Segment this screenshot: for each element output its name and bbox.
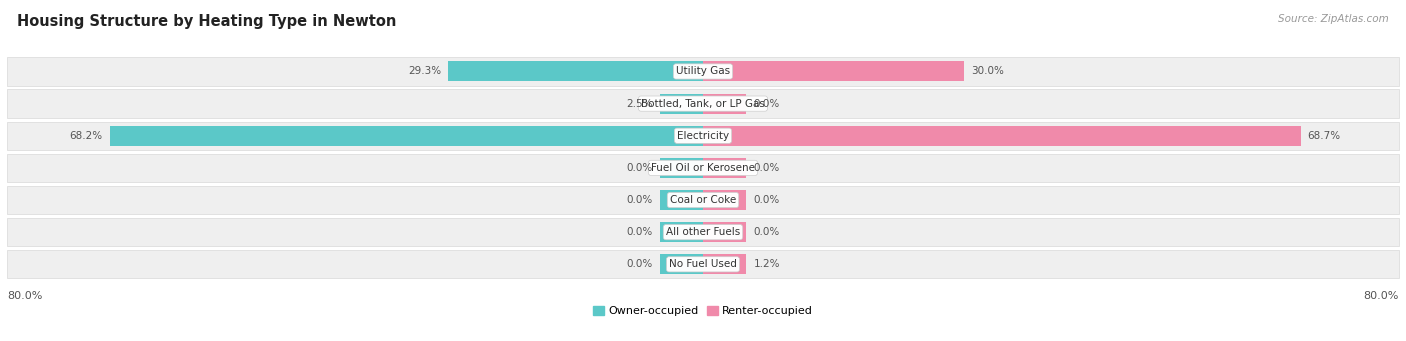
Text: All other Fuels: All other Fuels (666, 227, 740, 237)
Bar (659, 190, 703, 210)
Text: Coal or Coke: Coal or Coke (669, 195, 737, 205)
Bar (703, 190, 747, 210)
Text: 0.0%: 0.0% (754, 99, 780, 108)
Bar (7, 154, 1399, 182)
Bar (659, 254, 703, 274)
Text: 68.7%: 68.7% (1308, 131, 1341, 141)
Bar (7, 250, 1399, 279)
Text: Source: ZipAtlas.com: Source: ZipAtlas.com (1278, 14, 1389, 24)
Bar (703, 158, 747, 178)
Bar (703, 222, 747, 242)
Text: 0.0%: 0.0% (754, 195, 780, 205)
Bar (703, 126, 1301, 146)
Bar (703, 94, 747, 114)
Bar (7, 57, 1399, 86)
Text: 80.0%: 80.0% (1364, 291, 1399, 301)
Text: 0.0%: 0.0% (626, 259, 652, 269)
Bar (703, 61, 965, 81)
Text: Bottled, Tank, or LP Gas: Bottled, Tank, or LP Gas (641, 99, 765, 108)
Text: Fuel Oil or Kerosene: Fuel Oil or Kerosene (651, 163, 755, 173)
Text: 0.0%: 0.0% (626, 163, 652, 173)
Text: 68.2%: 68.2% (70, 131, 103, 141)
Text: No Fuel Used: No Fuel Used (669, 259, 737, 269)
Text: 0.0%: 0.0% (754, 163, 780, 173)
Bar (7, 122, 1399, 150)
Text: 1.2%: 1.2% (754, 259, 780, 269)
Text: Electricity: Electricity (676, 131, 730, 141)
Text: 29.3%: 29.3% (408, 66, 441, 76)
Bar (449, 61, 703, 81)
Text: 0.0%: 0.0% (626, 195, 652, 205)
Legend: Owner-occupied, Renter-occupied: Owner-occupied, Renter-occupied (589, 301, 817, 321)
Text: 0.0%: 0.0% (626, 227, 652, 237)
Bar (703, 254, 747, 274)
Bar (659, 158, 703, 178)
Bar (110, 126, 703, 146)
Bar (7, 218, 1399, 246)
Bar (659, 94, 703, 114)
Bar (659, 222, 703, 242)
Text: 80.0%: 80.0% (7, 291, 42, 301)
Text: 2.5%: 2.5% (626, 99, 652, 108)
Text: 0.0%: 0.0% (754, 227, 780, 237)
Text: Housing Structure by Heating Type in Newton: Housing Structure by Heating Type in New… (17, 14, 396, 29)
Text: Utility Gas: Utility Gas (676, 66, 730, 76)
Bar (7, 89, 1399, 118)
Text: 30.0%: 30.0% (972, 66, 1004, 76)
Bar (7, 186, 1399, 214)
